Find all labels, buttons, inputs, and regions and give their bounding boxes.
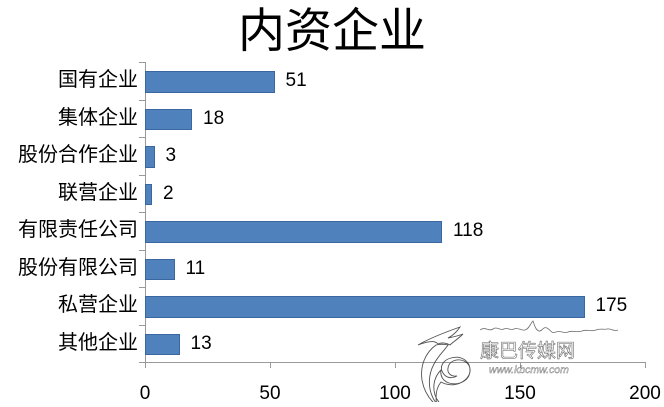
svg-text:康巴传媒网: 康巴传媒网 (480, 340, 575, 362)
svg-text:www.kbcmw.com: www.kbcmw.com (489, 364, 569, 376)
